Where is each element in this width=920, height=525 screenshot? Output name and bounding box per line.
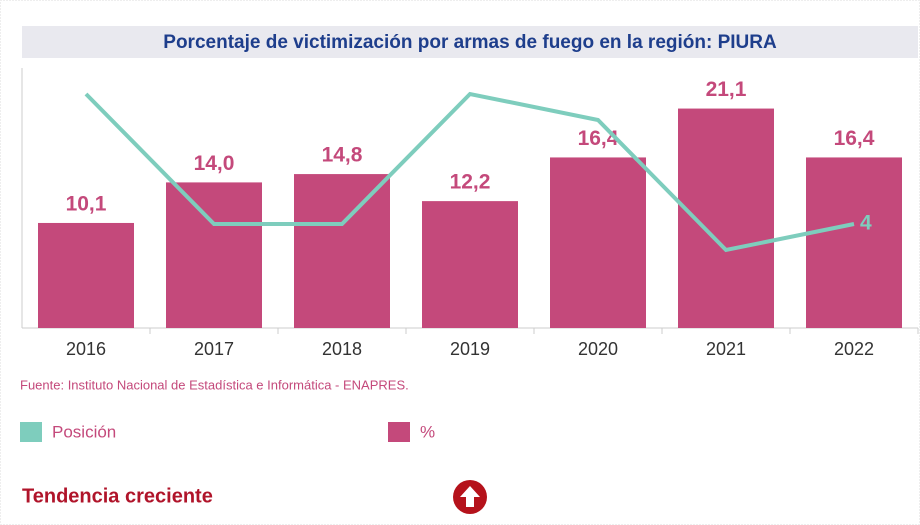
bar-value-label: 12,2 (450, 171, 491, 194)
title-band (22, 26, 918, 58)
legend-label: Posición (52, 422, 116, 441)
bar-value-label: 10,1 (66, 193, 107, 216)
x-tick-label: 2020 (578, 339, 618, 359)
line (84, 91, 855, 253)
bar (550, 157, 646, 328)
x-tick-label: 2019 (450, 339, 490, 359)
x-tick-label: 2018 (322, 339, 362, 359)
bar (166, 182, 262, 328)
trend-icon (453, 480, 487, 514)
bar-value-label: 14,0 (194, 152, 235, 175)
legend-label: % (420, 422, 435, 441)
legend-swatch (388, 422, 410, 442)
trend-text: Tendencia creciente (22, 485, 213, 507)
x-tick-label: 2016 (66, 339, 106, 359)
bar (294, 174, 390, 328)
bar (806, 157, 902, 328)
source: Fuente: Instituto Nacional de Estadístic… (20, 377, 409, 392)
bar (38, 222, 134, 328)
x-tick-label: 2017 (194, 339, 234, 359)
bar-value-label: 14,8 (322, 144, 363, 167)
bar-value-label: 21,1 (706, 78, 747, 101)
x-tick-label: 2022 (834, 339, 874, 359)
bar (422, 201, 518, 328)
bar-value-label: 16,4 (834, 127, 875, 150)
bar-value-label: 16,4 (578, 127, 619, 150)
chart-title: Porcentaje de victimización por armas de… (163, 32, 777, 53)
line-value-label: 4 (860, 212, 872, 235)
legend-swatch (20, 422, 42, 442)
x-tick-label: 2021 (706, 339, 746, 359)
